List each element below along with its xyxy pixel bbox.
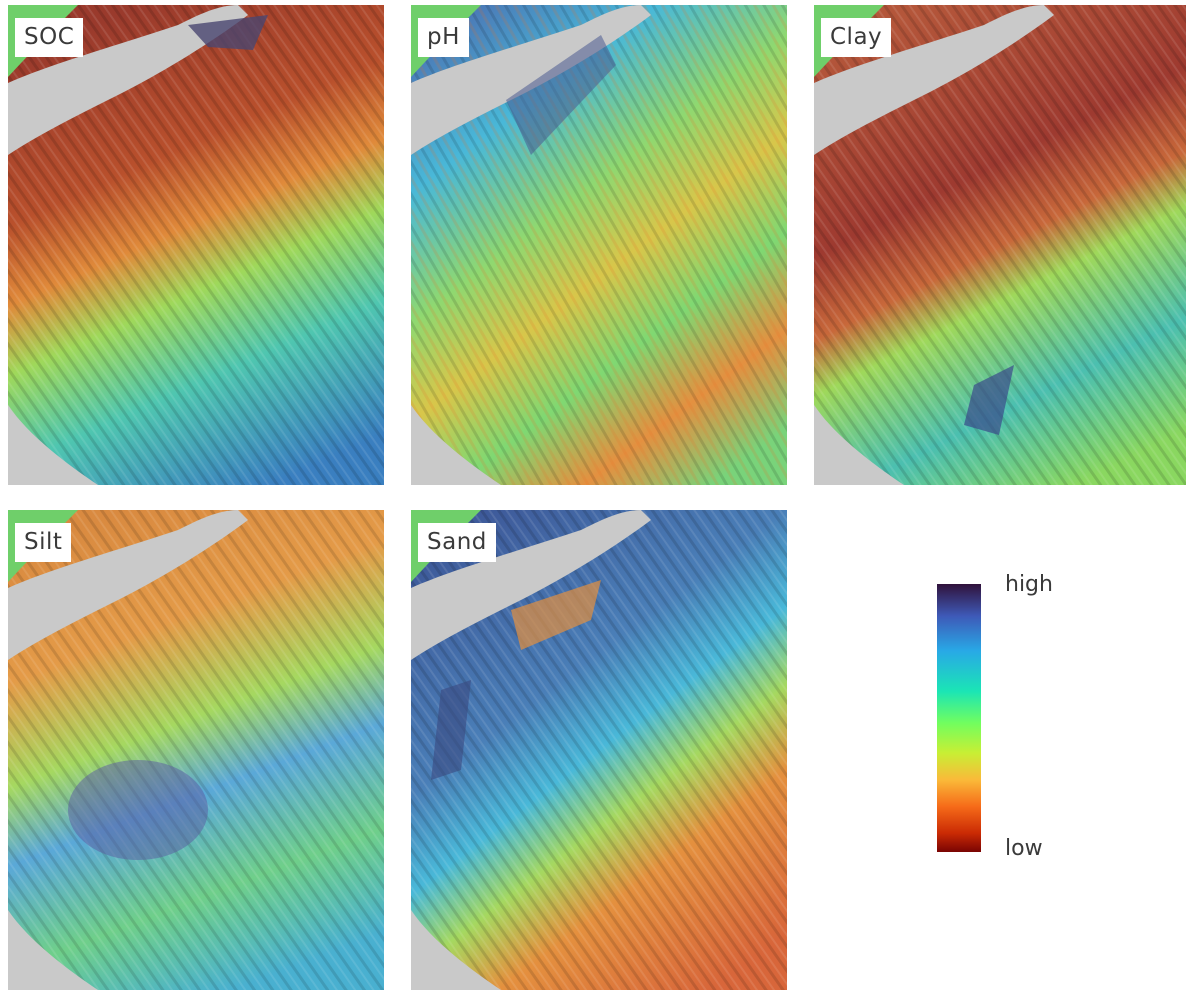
silt-map <box>8 510 384 990</box>
legend-high-label: high <box>1005 572 1053 597</box>
legend-low-label: low <box>1005 836 1043 861</box>
ph-map <box>411 5 787 485</box>
panel-label-soc: SOC <box>15 18 84 57</box>
soc-map <box>8 5 384 485</box>
clay-map-panel: Clay <box>814 5 1186 485</box>
sand-map <box>411 510 787 990</box>
panel-label-clay: Clay <box>821 18 892 57</box>
sand-map-panel: Sand <box>411 510 787 990</box>
panel-label-sand: Sand <box>418 523 496 562</box>
silt-map-panel: Silt <box>8 510 384 990</box>
color-scale-bar <box>937 584 981 852</box>
panel-label-ph: pH <box>418 18 469 57</box>
clay-map <box>814 5 1186 485</box>
panel-label-silt: Silt <box>15 523 72 562</box>
ph-map-panel: pH <box>411 5 787 485</box>
soc-map-panel: SOC <box>8 5 384 485</box>
